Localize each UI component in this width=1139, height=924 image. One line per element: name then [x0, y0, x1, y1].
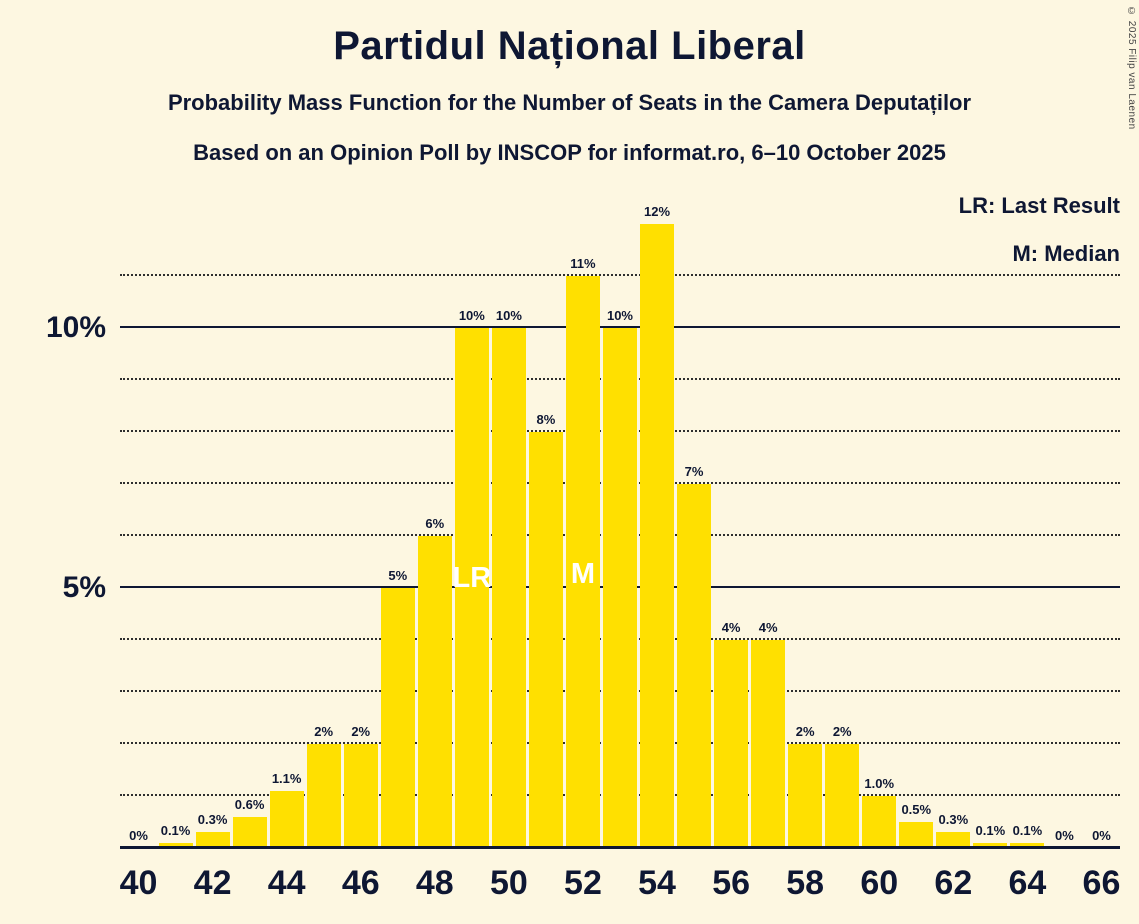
bar-seat-44 [269, 790, 304, 848]
bar-seat-51 [528, 431, 563, 848]
bar-value-label-seat-43: 0.6% [234, 796, 265, 812]
x-tick-46: 46 [341, 864, 380, 902]
bar-seat-46 [343, 743, 378, 848]
bar-value-label-seat-58: 2% [795, 723, 815, 739]
bar-seat-58 [788, 743, 823, 848]
copyright-notice: © 2025 Filip van Laenen [1126, 6, 1137, 130]
median-marker: M [570, 558, 596, 590]
bar-value-label-seat-61: 0.5% [901, 801, 932, 817]
x-tick-58: 58 [786, 864, 825, 902]
bar-value-label-seat-54: 12% [644, 203, 671, 219]
bar-value-label-seat-49: 10% [458, 307, 485, 323]
bar-value-label-seat-53: 10% [606, 307, 633, 323]
bar-value-label-seat-55: 7% [684, 463, 704, 479]
bar-value-label-seat-44: 1.1% [271, 770, 302, 786]
bar-seat-57 [751, 639, 786, 848]
gridline-solid-10pct [120, 325, 1120, 328]
bar-seat-60 [862, 795, 897, 848]
bar-seat-59 [825, 743, 860, 848]
bar-seat-54 [640, 223, 675, 848]
x-tick-40: 40 [119, 864, 158, 902]
bar-value-label-seat-46: 2% [351, 723, 371, 739]
bar-seat-48 [417, 535, 452, 848]
bar-seat-43 [232, 816, 267, 848]
bar-seat-41 [158, 842, 193, 848]
y-tick-5pct: 5% [62, 570, 106, 604]
bar-seat-64 [1010, 842, 1045, 848]
bar-seat-49 [454, 327, 489, 848]
bar-value-label-seat-40: 0% [129, 828, 148, 843]
x-tick-50: 50 [489, 864, 528, 902]
bar-seat-53 [602, 327, 637, 848]
chart-poll-source: Based on an Opinion Poll by INSCOP for i… [193, 140, 946, 165]
x-tick-60: 60 [860, 864, 899, 902]
bar-value-label-seat-65: 0% [1055, 828, 1074, 843]
plot-area: 0% 0.1% 0.3% 0.6% 1.1% 2% 2% 5% 6% 10% LR 10% 8% 11% M… [46, 182, 1120, 902]
page-title: Partidul Național Liberal [333, 24, 806, 68]
x-tick-52: 52 [564, 864, 602, 902]
bar-value-label-seat-64: 0.1% [1012, 822, 1043, 838]
x-tick-54: 54 [638, 864, 676, 902]
last-result-marker: LR [452, 562, 492, 594]
bar-value-label-seat-59: 2% [832, 723, 852, 739]
bar-seat-47 [380, 587, 415, 848]
legend-median: M: Median [1012, 241, 1120, 266]
legend-last-result: LR: Last Result [958, 193, 1120, 218]
chart-subtitle: Probability Mass Function for the Number… [167, 90, 972, 115]
bar-value-label-seat-63: 0.1% [975, 822, 1006, 838]
bar-value-label-seat-62: 0.3% [938, 812, 969, 828]
bar-seat-61 [899, 821, 934, 848]
bar-value-label-seat-50: 10% [495, 307, 522, 323]
gridline-dotted-11pct [120, 273, 1120, 276]
bar-value-label-seat-41: 0.1% [160, 822, 191, 838]
chart-legend: LR: Last Result M: Median [959, 182, 1120, 278]
bar-value-label-seat-42: 0.3% [197, 812, 228, 828]
bar-seat-52 [565, 275, 600, 848]
x-tick-62: 62 [934, 864, 973, 902]
x-tick-56: 56 [712, 864, 751, 902]
x-tick-42: 42 [193, 864, 232, 902]
bar-seat-55 [677, 483, 712, 848]
bar-seat-56 [714, 639, 749, 848]
bar-seat-50 [491, 327, 526, 848]
x-axis-line [120, 846, 1120, 849]
bar-value-label-seat-66: 0% [1092, 828, 1111, 843]
bar-value-label-seat-60: 1.0% [864, 775, 895, 791]
bar-value-label-seat-57: 4% [758, 619, 778, 635]
bar-seat-63 [973, 842, 1008, 848]
bar-seat-62 [936, 832, 971, 848]
bar-value-label-seat-56: 4% [721, 619, 741, 635]
bar-value-label-seat-47: 5% [388, 567, 408, 583]
bar-value-label-seat-52: 11% [570, 255, 596, 271]
bar-value-label-seat-48: 6% [425, 515, 445, 531]
y-tick-10pct: 10% [45, 310, 106, 344]
x-tick-64: 64 [1008, 864, 1047, 902]
bar-seat-45 [306, 743, 341, 848]
x-tick-48: 48 [415, 864, 454, 902]
bar-value-label-seat-51: 8% [536, 411, 556, 427]
bar-seat-42 [195, 832, 230, 848]
bar-value-label-seat-45: 2% [314, 723, 334, 739]
x-tick-66: 66 [1082, 864, 1121, 902]
x-tick-44: 44 [267, 864, 306, 902]
